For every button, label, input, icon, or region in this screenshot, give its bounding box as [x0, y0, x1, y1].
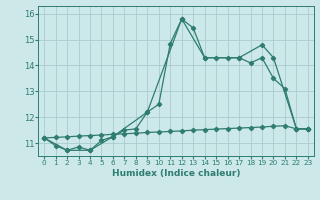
X-axis label: Humidex (Indice chaleur): Humidex (Indice chaleur) — [112, 169, 240, 178]
